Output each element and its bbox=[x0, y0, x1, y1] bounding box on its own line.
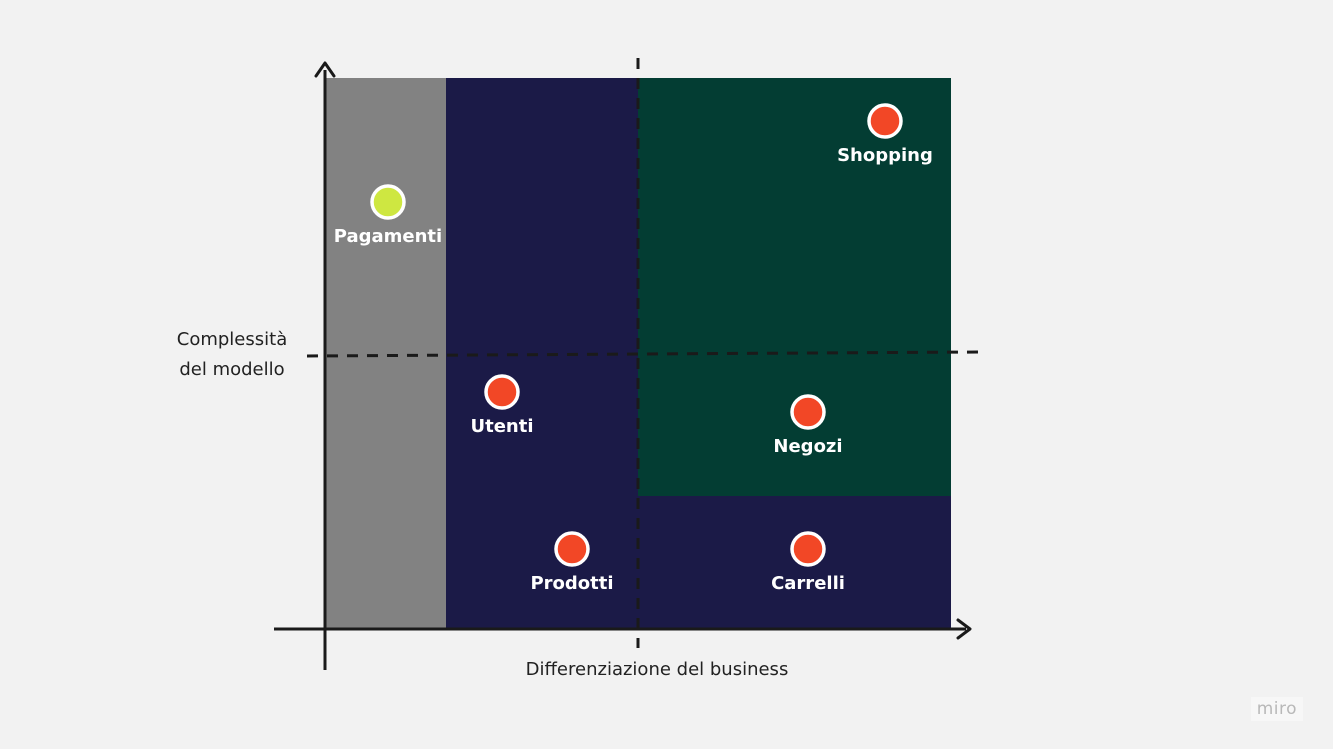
point-shopping: Shopping bbox=[837, 103, 933, 166]
point-label-negozi: Negozi bbox=[773, 436, 842, 457]
point-label-shopping: Shopping bbox=[837, 145, 933, 166]
y-axis-arrowhead bbox=[314, 61, 336, 78]
point-marker-prodotti bbox=[554, 531, 590, 567]
points-layer: Pagamenti Shopping Utenti Negozi Prodotti Car… bbox=[334, 103, 933, 594]
point-carrelli: Carrelli bbox=[771, 531, 845, 594]
y-axis-label-line2: del modello bbox=[179, 359, 284, 380]
x-axis-arrowhead bbox=[956, 618, 972, 640]
point-negozi: Negozi bbox=[773, 394, 843, 457]
miro-watermark: miro bbox=[1250, 697, 1303, 721]
point-label-utenti: Utenti bbox=[470, 416, 533, 437]
point-marker-utenti bbox=[484, 374, 520, 410]
generic-zone bbox=[326, 78, 447, 629]
point-marker-negozi bbox=[790, 394, 826, 430]
point-label-carrelli: Carrelli bbox=[771, 573, 845, 594]
point-pagamenti: Pagamenti bbox=[334, 184, 442, 247]
point-marker-carrelli bbox=[790, 531, 826, 567]
x-axis-label: Differenziazione del business bbox=[526, 659, 789, 680]
point-marker-pagamenti bbox=[370, 184, 406, 220]
point-label-pagamenti: Pagamenti bbox=[334, 226, 442, 247]
core-zone bbox=[638, 78, 951, 496]
point-prodotti: Prodotti bbox=[530, 531, 614, 594]
y-axis-label-line1: Complessità bbox=[177, 329, 287, 350]
point-marker-shopping bbox=[867, 103, 903, 139]
point-utenti: Utenti bbox=[470, 374, 534, 437]
point-label-prodotti: Prodotti bbox=[530, 573, 613, 594]
